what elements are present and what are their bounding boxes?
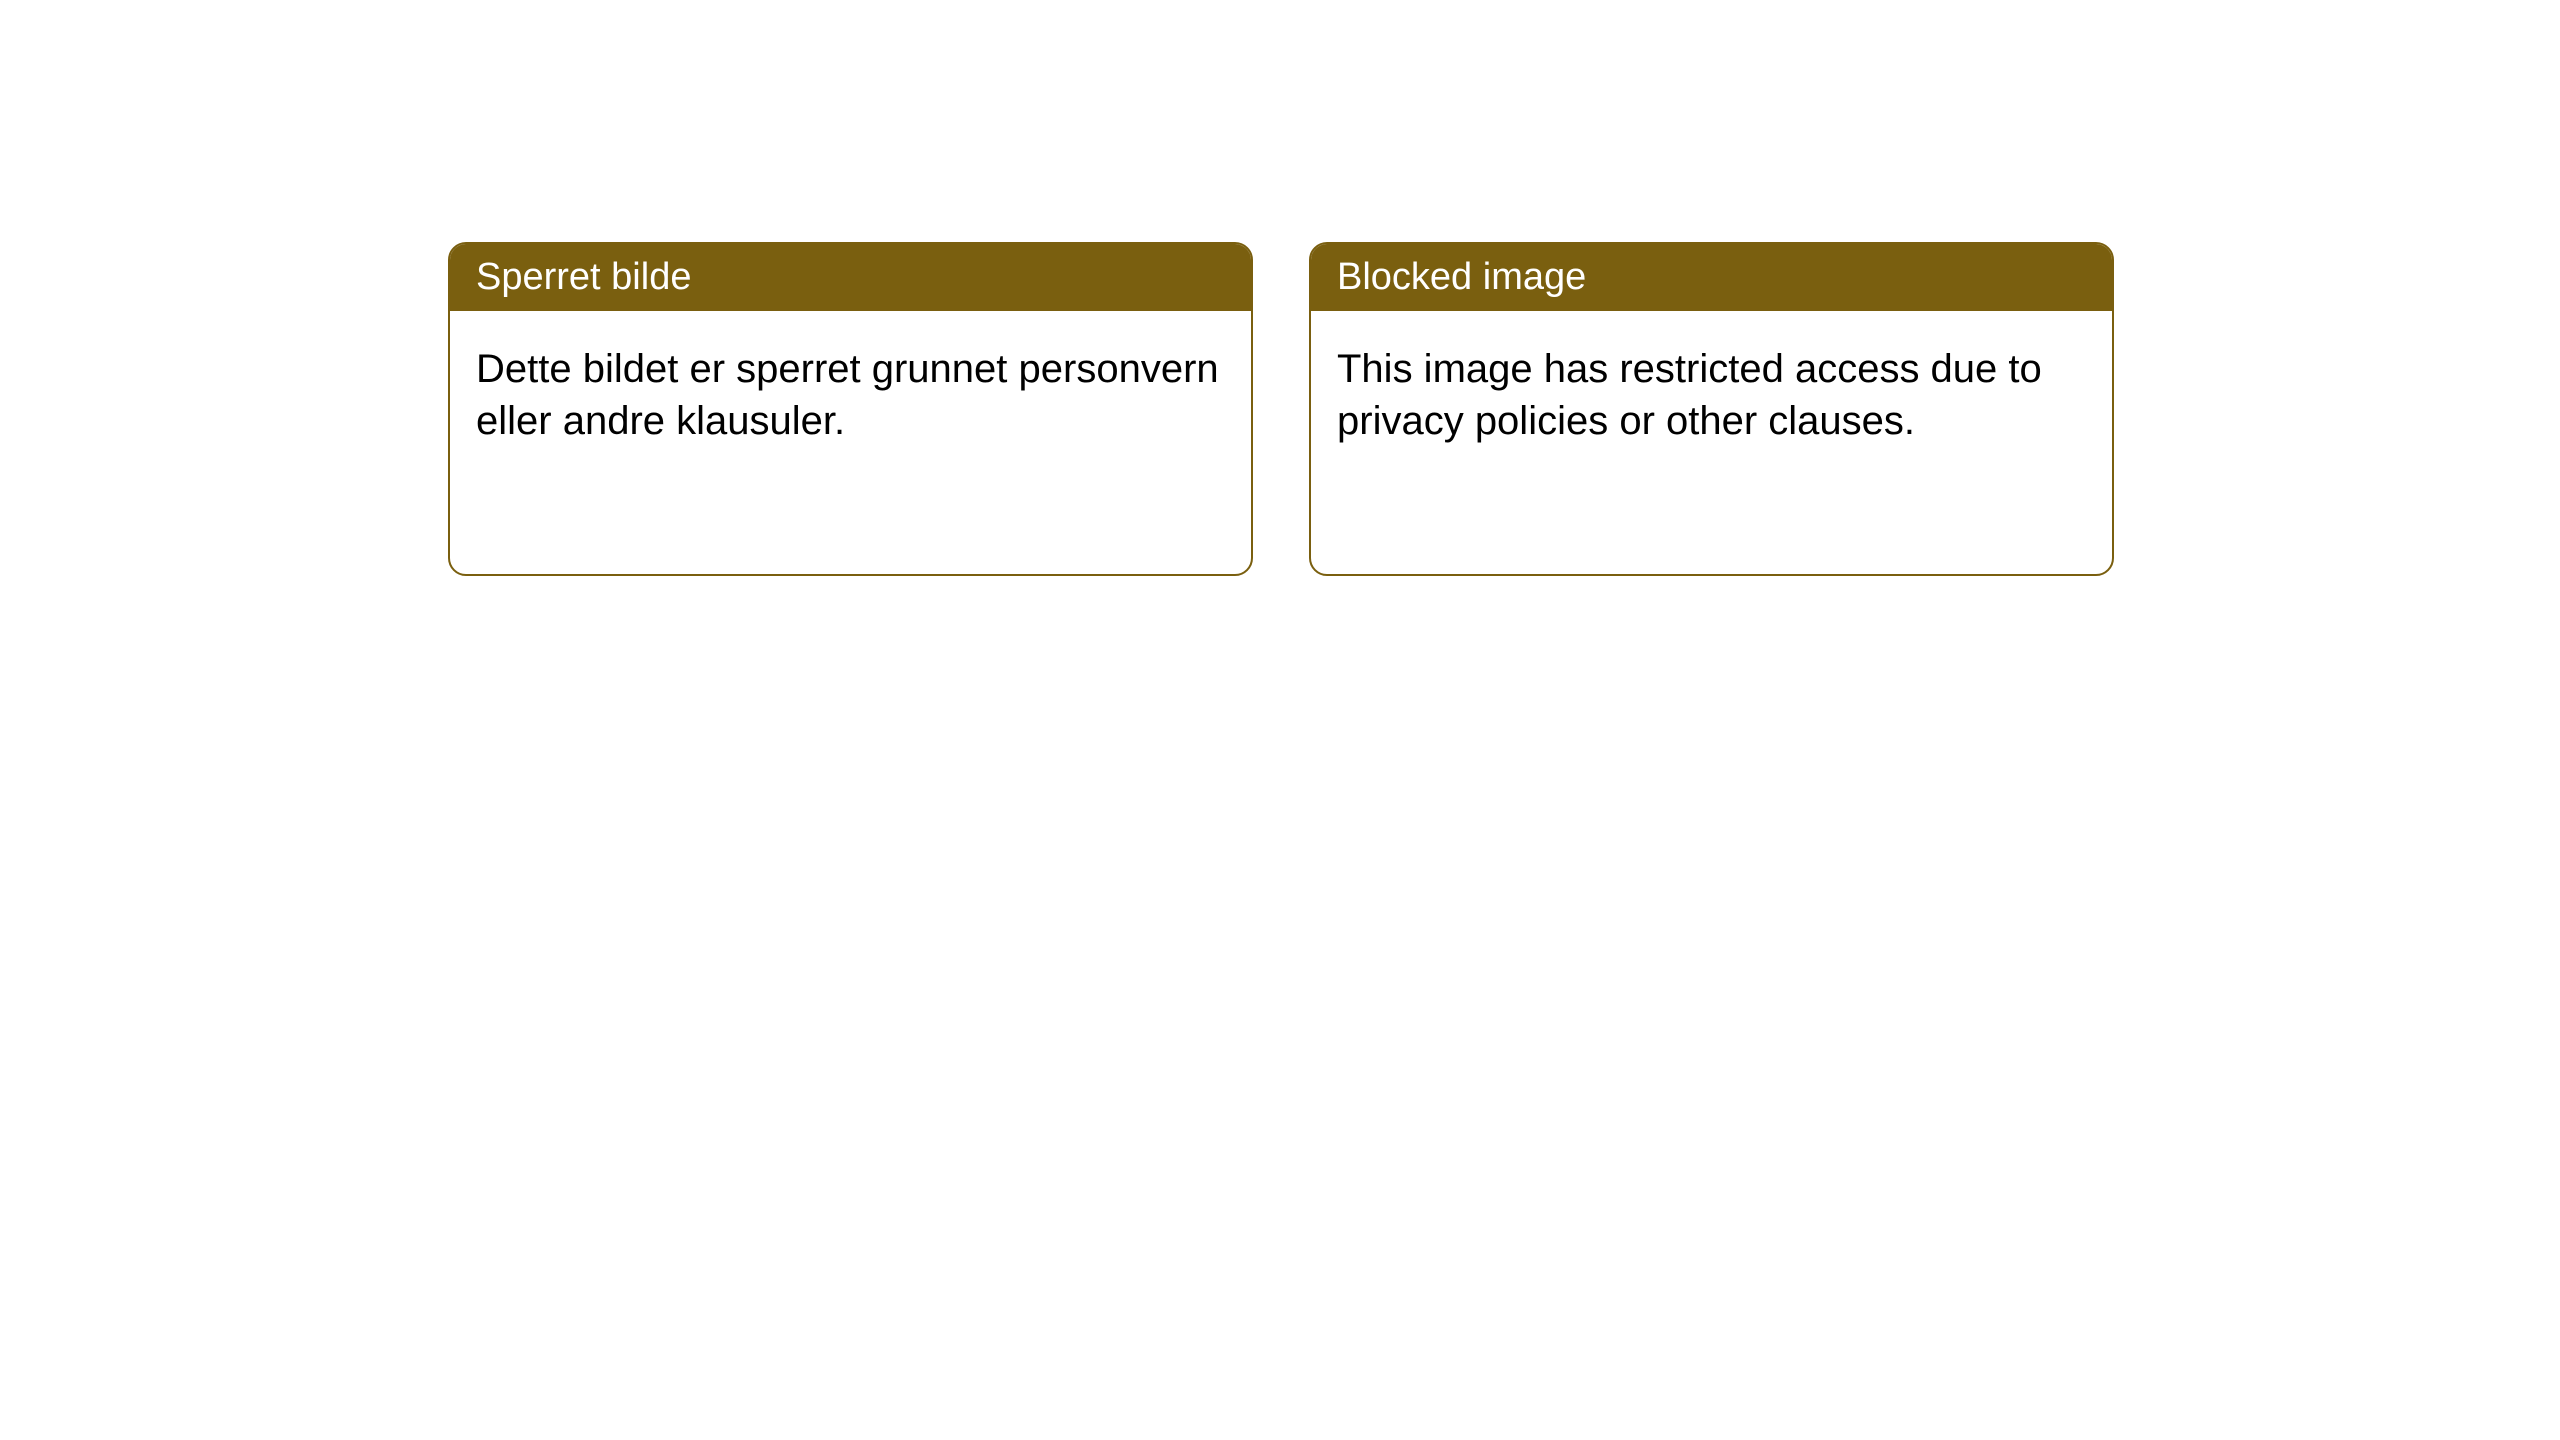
notice-card-norwegian: Sperret bilde Dette bildet er sperret gr… xyxy=(448,242,1253,576)
notice-container: Sperret bilde Dette bildet er sperret gr… xyxy=(0,0,2560,576)
notice-header-english: Blocked image xyxy=(1311,244,2112,311)
notice-body-norwegian: Dette bildet er sperret grunnet personve… xyxy=(450,311,1251,479)
notice-header-norwegian: Sperret bilde xyxy=(450,244,1251,311)
notice-card-english: Blocked image This image has restricted … xyxy=(1309,242,2114,576)
notice-body-english: This image has restricted access due to … xyxy=(1311,311,2112,479)
